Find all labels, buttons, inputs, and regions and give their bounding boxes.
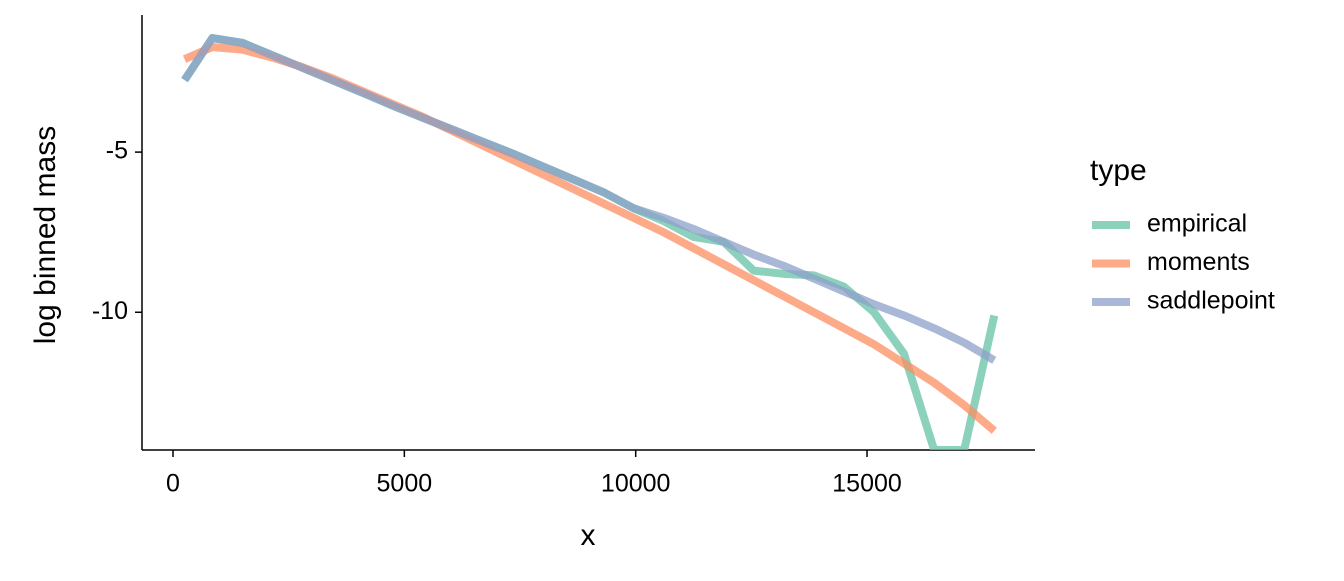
- y-axis-label: log binned mass: [29, 126, 62, 344]
- x-tick-label: 15000: [832, 470, 902, 498]
- series-line: [181, 34, 999, 450]
- legend-label: moments: [1147, 248, 1250, 276]
- x-tick-label: 10000: [601, 470, 671, 498]
- legend-label: empirical: [1147, 210, 1247, 238]
- x-tick-label: 5000: [377, 470, 433, 498]
- series-line: [181, 34, 997, 364]
- series-line: [182, 43, 997, 434]
- x-tick-label: 0: [166, 470, 180, 498]
- x-axis-label: x: [581, 519, 596, 552]
- y-tick-label: -5: [106, 137, 128, 165]
- legend-label: saddlepoint: [1147, 287, 1275, 315]
- y-tick-label: -10: [92, 297, 128, 325]
- legend-title: type: [1090, 154, 1147, 187]
